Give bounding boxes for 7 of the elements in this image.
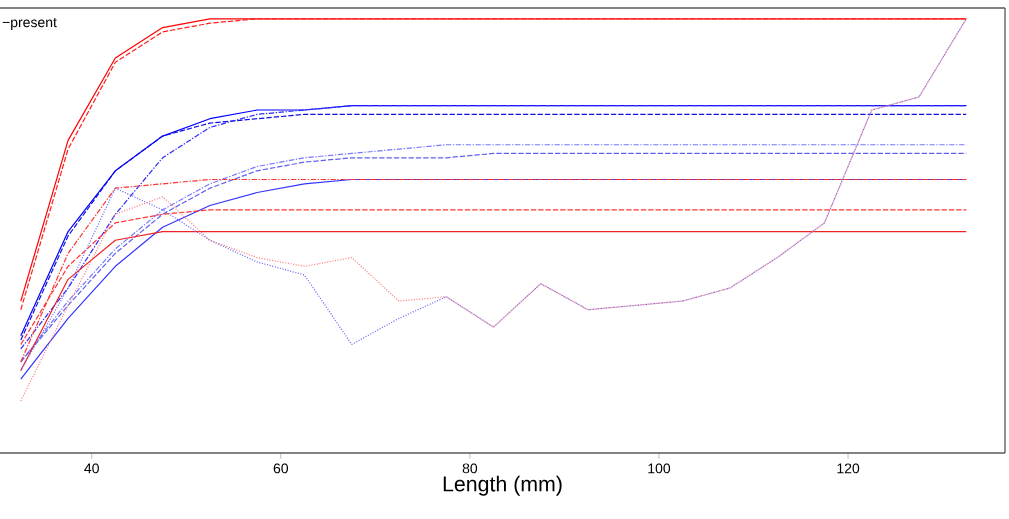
x-tick-label: 100	[648, 463, 671, 474]
annotation: −present	[2, 18, 57, 30]
x-tick-label: 80	[462, 463, 478, 474]
x-tick-label: 120	[837, 463, 860, 474]
x-tick-label: 60	[273, 463, 289, 474]
x-tick-label: 40	[84, 463, 99, 474]
x-axis-title: Length (mm)	[443, 475, 562, 496]
